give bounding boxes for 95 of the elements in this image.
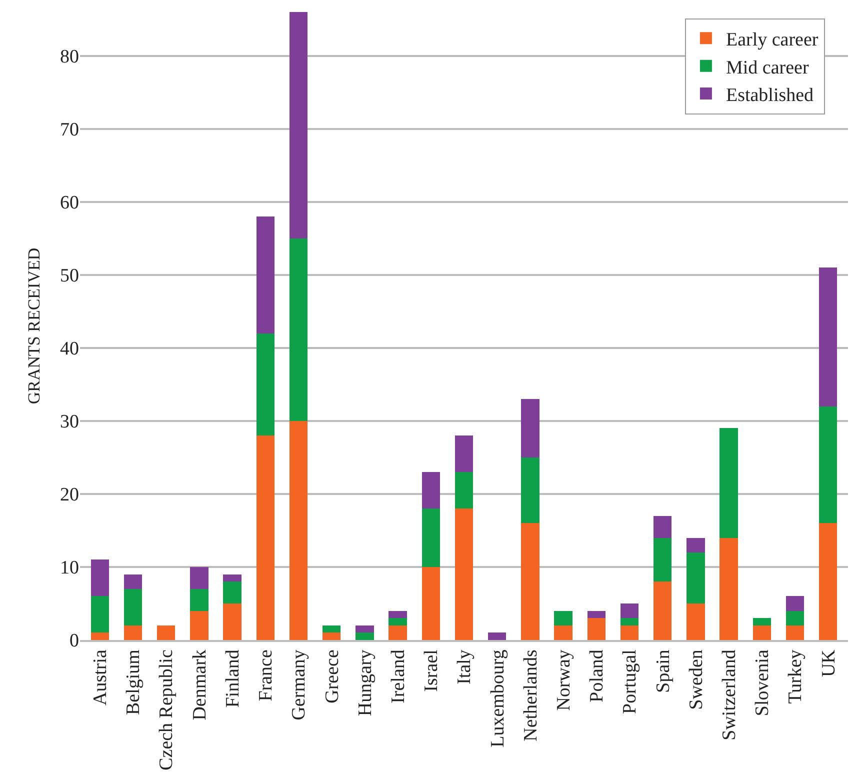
bar bbox=[256, 333, 274, 436]
x-tick-label: Italy bbox=[454, 649, 476, 684]
bar bbox=[554, 625, 572, 640]
bar bbox=[190, 610, 208, 640]
y-axis-title: GRANTS RECEIVED bbox=[24, 248, 44, 404]
bar bbox=[388, 625, 407, 640]
x-tick-label: Spain bbox=[652, 649, 674, 693]
x-tick-label: Finland bbox=[222, 649, 244, 708]
y-tick-label: 70 bbox=[60, 119, 79, 140]
bar bbox=[654, 538, 672, 582]
bar bbox=[786, 596, 804, 611]
x-tick-label: UK bbox=[818, 649, 840, 678]
x-tick-label: Germany bbox=[288, 649, 310, 720]
x-tick-label: Netherlands bbox=[520, 650, 542, 742]
bar bbox=[356, 625, 374, 633]
y-tick-label: 30 bbox=[60, 412, 79, 433]
legend-label: Mid career bbox=[726, 57, 810, 78]
bar bbox=[786, 610, 804, 626]
x-tick-label: France bbox=[256, 650, 277, 702]
bar bbox=[388, 610, 407, 618]
bar bbox=[454, 508, 474, 640]
y-tick-label: 60 bbox=[60, 192, 79, 214]
bar bbox=[454, 472, 474, 509]
bar bbox=[124, 625, 142, 640]
bar bbox=[521, 523, 540, 640]
y-tick-label: 40 bbox=[60, 338, 79, 360]
x-tick-label: Austria bbox=[90, 649, 112, 706]
bar bbox=[720, 428, 738, 538]
bar bbox=[422, 472, 440, 509]
bar bbox=[190, 588, 208, 611]
y-tick-label: 50 bbox=[60, 266, 79, 287]
bar bbox=[686, 603, 705, 640]
bar bbox=[752, 618, 772, 626]
y-tick-label: 80 bbox=[60, 46, 79, 68]
y-tick-label: 0 bbox=[70, 630, 79, 652]
bar bbox=[620, 603, 639, 618]
y-tick-label: 10 bbox=[60, 558, 79, 579]
x-tick-label: Belgium bbox=[123, 649, 144, 716]
bar bbox=[289, 420, 308, 640]
x-tick-label: Sweden bbox=[686, 649, 707, 710]
bar bbox=[289, 12, 308, 238]
x-tick-label: Switzerland bbox=[719, 649, 740, 740]
bar bbox=[654, 582, 672, 640]
bar bbox=[488, 632, 506, 640]
bar bbox=[620, 625, 639, 640]
bar bbox=[521, 399, 540, 458]
x-tick-label: Denmark bbox=[189, 649, 210, 720]
bar bbox=[356, 632, 374, 640]
x-tick-label: Poland bbox=[586, 649, 608, 702]
x-tick-label: Ireland bbox=[388, 649, 409, 704]
bar bbox=[256, 216, 274, 334]
bar bbox=[686, 538, 705, 552]
bar bbox=[90, 596, 109, 633]
x-tick-label: Luxembourg bbox=[487, 649, 508, 748]
bar bbox=[521, 457, 540, 524]
x-tick-label: Greece bbox=[322, 650, 343, 704]
x-tick-label: Norway bbox=[553, 649, 574, 711]
bar bbox=[654, 516, 672, 538]
bar bbox=[587, 610, 606, 618]
x-tick-label: Czech Republic bbox=[156, 650, 178, 770]
bar bbox=[587, 618, 606, 640]
bar bbox=[819, 523, 838, 640]
bar bbox=[422, 508, 440, 567]
bar bbox=[686, 552, 705, 604]
bar bbox=[322, 632, 341, 640]
bar bbox=[454, 436, 474, 472]
bar bbox=[156, 625, 176, 640]
bar bbox=[786, 625, 804, 640]
bar bbox=[124, 574, 142, 589]
bar bbox=[388, 618, 407, 626]
bar bbox=[819, 406, 838, 524]
bar bbox=[256, 436, 274, 640]
bar bbox=[124, 588, 142, 626]
x-tick-label: Hungary bbox=[354, 649, 376, 716]
bar bbox=[819, 268, 838, 406]
x-tick-label: Turkey bbox=[785, 649, 806, 704]
bar bbox=[223, 603, 242, 640]
bar bbox=[223, 582, 242, 604]
x-tick-label: Israel bbox=[421, 650, 442, 692]
bar bbox=[620, 618, 639, 626]
bar bbox=[289, 238, 308, 421]
x-tick-label: Portugal bbox=[620, 650, 641, 714]
bar bbox=[90, 560, 109, 596]
bar bbox=[223, 574, 242, 582]
legend-label: Early career bbox=[726, 30, 819, 51]
bar bbox=[720, 538, 738, 640]
y-tick-label: 20 bbox=[60, 484, 79, 506]
bar bbox=[422, 566, 440, 640]
bar bbox=[752, 625, 772, 640]
bar bbox=[90, 632, 109, 640]
bar bbox=[554, 610, 572, 626]
legend-label: Established bbox=[726, 84, 814, 106]
bar bbox=[190, 566, 208, 589]
x-tick-label: Slovenia bbox=[752, 649, 774, 716]
bar bbox=[322, 625, 341, 633]
